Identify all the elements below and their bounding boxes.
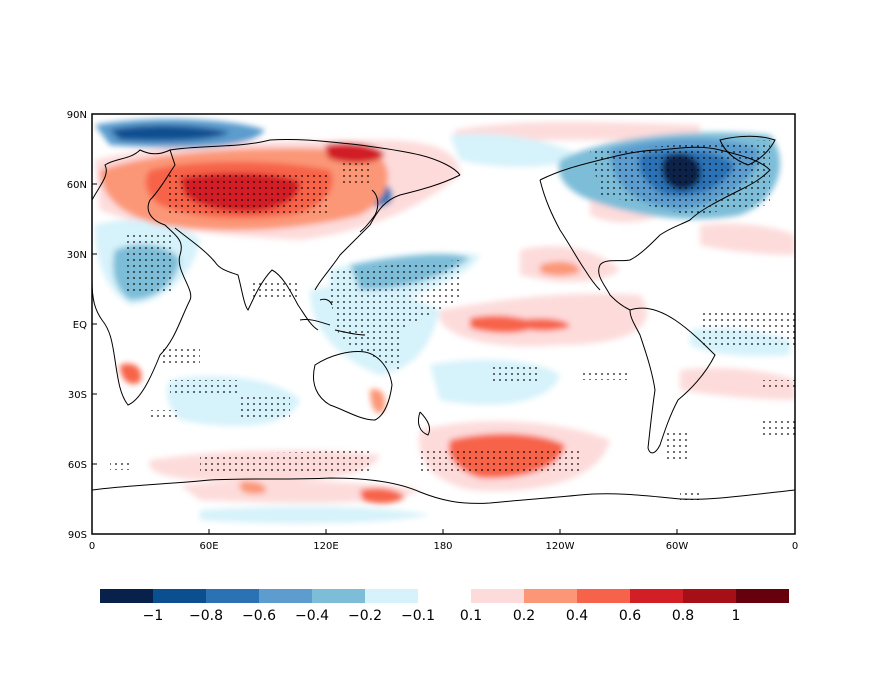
colorbar-label: −0.2 [348,608,382,624]
colorbar-swatch-1 [153,589,206,603]
colorbar-swatch-11 [683,589,736,603]
shade-antarctic-blue [200,506,430,524]
colorbar-label: −0.8 [189,608,223,624]
lat-label-60s: 60S [68,460,87,471]
colorbar-swatch-9 [577,589,630,603]
colorbar-label: −0.6 [242,608,276,624]
tick-marks [91,113,796,535]
colorbar-label: −1 [143,608,164,624]
lon-labels: 0 60E 120E 180 120W 60W 0 [89,541,798,552]
lat-label-30s: 30S [68,390,87,401]
colorbar-swatch-10 [630,589,683,603]
shade-s-atlantic-pink [680,368,795,400]
lon-label-120w: 120W [546,541,575,552]
colorbar-swatch-5 [365,589,418,603]
colorbar-label: 0.1 [460,608,482,624]
colorbar-swatch-3 [259,589,312,603]
lat-label-eq: EQ [73,320,87,331]
lat-label-60n: 60N [67,180,87,191]
colorbar-swatch-2 [206,589,259,603]
colorbar-swatch-6 [418,589,471,603]
shade-africa-red [120,363,142,385]
colorbar-label: 0.8 [672,608,694,624]
shade-nw-pacific-pink [455,121,700,140]
colorbar-label: 0.2 [513,608,535,624]
lat-label-90s: 90S [68,530,87,541]
stippling [110,140,795,500]
shade-siberia-red [325,143,385,163]
shade-atlantic-pink [700,223,795,255]
colorbar-swatch-7 [471,589,524,603]
lat-label-30n: 30N [67,250,87,261]
shade-antarctic-red-2 [240,481,267,495]
lat-labels: 90N 60N 30N EQ 30S 60S 90S [67,110,87,541]
coastlines [92,135,795,504]
colorbar-label: −0.4 [295,608,329,624]
lon-label-0: 0 [89,541,95,552]
shade-arctic-ring-blue [450,133,580,167]
shade-antarctic-red [360,487,405,504]
colorbar-label: 1 [732,608,741,624]
colorbar-label: 0.6 [619,608,641,624]
lon-label-60w: 60W [666,541,689,552]
shade-e-pacific-red-2 [520,318,570,331]
lon-label-120e: 120E [313,541,338,552]
colorbar-swatch-12 [736,589,789,603]
lat-label-90n: 90N [67,110,87,121]
lon-label-180: 180 [433,541,452,552]
colorbar-label: 0.4 [566,608,588,624]
shade-n-pacific-red [540,261,580,276]
lon-label-60e: 60E [199,541,218,552]
colorbar: −1 −0.8 −0.6 −0.4 −0.2 −0.1 0.1 0.2 0.4 0.6 0.8 1 [100,589,789,624]
colorbar-swatch-8 [524,589,577,603]
colorbar-swatch-0 [100,589,153,603]
shade-arctic-ocean-dark [110,125,230,142]
colorbar-swatch-4 [312,589,365,603]
colorbar-label: −0.1 [401,608,435,624]
anomaly-shading [92,118,795,524]
lon-label-0-east: 0 [792,541,798,552]
shade-australia-red [370,389,386,414]
